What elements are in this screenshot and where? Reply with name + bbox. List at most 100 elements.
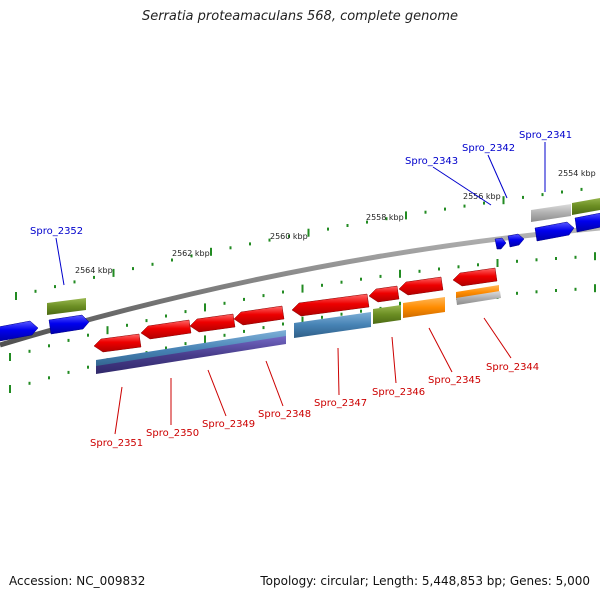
minor-tick: [340, 280, 343, 284]
minor-tick: [268, 238, 271, 242]
scale-ticks-outer: [15, 187, 583, 300]
major-tick: [301, 284, 304, 293]
forward-cog-bars: [47, 198, 600, 315]
gene-label-spro-2350[interactable]: Spro_2350: [146, 428, 199, 439]
minor-tick: [321, 283, 323, 287]
forward-gene-labels: Spro_2341 Spro_2342 Spro_2343 Spro_2352: [30, 130, 572, 237]
minor-tick: [282, 290, 284, 294]
minor-tick: [288, 234, 290, 238]
major-tick: [594, 284, 596, 293]
gene-label-spro-2343[interactable]: Spro_2343: [405, 156, 458, 167]
gene-spro-2346-arrow[interactable]: [368, 285, 400, 303]
minor-tick: [561, 190, 563, 194]
gene-label-spro-2341[interactable]: Spro_2341: [519, 130, 572, 141]
minor-tick: [67, 338, 70, 342]
accession-label: Accession: NC_009832: [9, 574, 146, 588]
gene-label-spro-2342[interactable]: Spro_2342: [462, 143, 515, 154]
minor-tick: [321, 315, 323, 319]
scale-label: 2562 kbp: [172, 249, 210, 258]
genome-summary: Topology: circular; Length: 5,448,853 bp…: [260, 574, 590, 588]
gene-spro-2348-arrow[interactable]: [233, 305, 285, 326]
minor-tick: [522, 195, 524, 199]
gene-spro-2344-arrow[interactable]: [452, 267, 498, 287]
minor-tick: [379, 274, 382, 278]
minor-tick: [165, 346, 167, 350]
scale-ticks-middle: [9, 252, 596, 361]
scale-label: 2564 kbp: [75, 266, 113, 275]
major-tick: [9, 385, 11, 393]
minor-tick: [574, 255, 577, 259]
minor-tick: [346, 224, 349, 227]
major-tick: [307, 228, 310, 237]
minor-tick: [360, 277, 362, 281]
gene-arrow-forward[interactable]: [0, 320, 39, 342]
minor-tick: [93, 275, 95, 279]
minor-tick: [54, 285, 56, 289]
major-tick: [9, 353, 11, 361]
minor-tick: [249, 242, 251, 246]
minor-tick: [360, 309, 362, 313]
scale-labels: 2554 kbp 2556 kbp 2558 kbp 2560 kbp 2562…: [75, 169, 596, 275]
cog-bar-green: [572, 198, 600, 215]
minor-tick: [438, 267, 440, 271]
major-tick: [112, 268, 115, 277]
minor-tick: [87, 365, 89, 369]
minor-tick: [223, 333, 226, 337]
gene-label-spro-2351[interactable]: Spro_2351: [90, 438, 143, 449]
minor-tick: [516, 291, 518, 295]
minor-tick: [28, 349, 31, 353]
minor-tick: [28, 381, 31, 385]
minor-tick: [165, 314, 167, 318]
reverse-label-leaders: [114, 317, 512, 435]
cog-bar-green: [373, 305, 401, 324]
gene-arrow-forward[interactable]: [494, 237, 507, 250]
gene-spro-2341-arrow[interactable]: [534, 221, 575, 242]
cog-bar-orange: [456, 285, 499, 300]
gene-label-spro-2347[interactable]: Spro_2347: [314, 398, 367, 409]
major-tick: [594, 252, 596, 261]
minor-tick: [574, 287, 577, 291]
cog-bar-gray: [456, 291, 501, 305]
major-tick: [502, 196, 505, 205]
minor-tick: [463, 204, 466, 208]
gene-spro-2345-arrow[interactable]: [398, 276, 444, 296]
minor-tick: [171, 258, 173, 262]
map-title: Serratia proteamaculans 568, complete ge…: [141, 9, 459, 24]
gene-label-spro-2348[interactable]: Spro_2348: [258, 409, 311, 420]
minor-tick: [327, 227, 329, 231]
cog-bar-slate: [96, 336, 286, 374]
scale-ticks-inner: [9, 284, 596, 393]
major-tick: [301, 316, 304, 325]
gene-spro-2351-arrow[interactable]: [93, 333, 142, 353]
minor-tick: [132, 267, 134, 271]
scale-label: 2558 kbp: [366, 213, 404, 222]
gene-label-spro-2345[interactable]: Spro_2345: [428, 375, 481, 386]
reverse-cog-bars: [96, 285, 501, 374]
minor-tick: [555, 289, 557, 292]
minor-tick: [457, 265, 460, 269]
minor-tick: [229, 246, 232, 250]
gene-spro-2347-arrow[interactable]: [291, 293, 370, 317]
gene-arrow-forward[interactable]: [574, 212, 600, 233]
minor-tick: [541, 193, 544, 197]
minor-tick: [340, 312, 343, 316]
minor-tick: [535, 258, 538, 262]
gene-arrow-forward[interactable]: [507, 233, 525, 248]
gene-label-spro-2344[interactable]: Spro_2344: [486, 362, 539, 373]
cog-bar-gray: [531, 204, 571, 222]
minor-tick: [67, 370, 70, 374]
minor-tick: [73, 280, 76, 284]
gene-spro-2352-arrow[interactable]: [48, 314, 90, 335]
gene-label-spro-2352[interactable]: Spro_2352: [30, 226, 83, 237]
major-tick: [204, 303, 206, 312]
gene-spro-2350-arrow[interactable]: [140, 319, 192, 340]
gene-label-spro-2349[interactable]: Spro_2349: [202, 419, 255, 430]
gene-spro-2349-arrow[interactable]: [189, 313, 236, 333]
scale-label: 2554 kbp: [558, 169, 596, 178]
major-tick: [15, 292, 17, 300]
forward-strand-genes: [0, 212, 600, 342]
minor-tick: [190, 254, 193, 258]
gene-label-spro-2346[interactable]: Spro_2346: [372, 387, 425, 398]
